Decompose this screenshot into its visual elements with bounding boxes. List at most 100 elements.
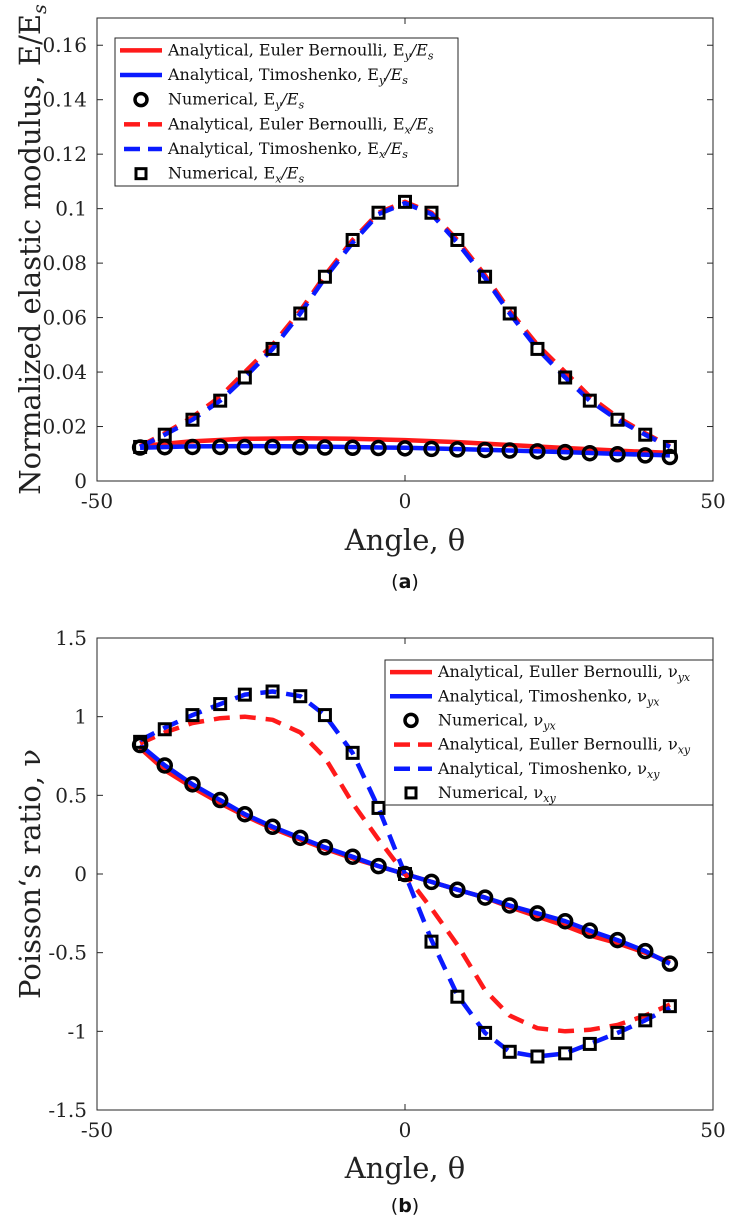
data-point-square xyxy=(558,370,573,385)
x-tick-label: 0 xyxy=(399,489,412,513)
x-tick-label: -50 xyxy=(81,489,113,513)
y-tick-label: 0.06 xyxy=(42,306,87,330)
legend: Analytical, Euller Bernoulli, νyxAnalyti… xyxy=(384,659,714,806)
legend-entry-label: Analytical, Euler Bernoulli, Ey/Es xyxy=(167,40,434,62)
data-point-circle xyxy=(184,438,201,456)
y-axis-label-b: Poisson‘s ratio, ν xyxy=(13,749,47,999)
data-point-circle xyxy=(501,442,518,459)
data-point-circle xyxy=(236,438,254,456)
data-point-circle xyxy=(292,438,309,456)
data-point-square xyxy=(133,734,148,749)
data-point-square xyxy=(265,341,280,356)
data-point-circle xyxy=(529,443,546,460)
chart-b: -50 0 50 -1.5 -1 -0.5 0 0.5 1 1.5 Analytical, Eull… xyxy=(13,626,726,1217)
caption-b: (b) xyxy=(391,1195,419,1217)
data-point-circle xyxy=(264,818,281,836)
legend-entry-label: Numerical, Ey/Es xyxy=(168,90,304,112)
data-point-circle xyxy=(370,439,387,457)
series-line-dashed xyxy=(139,199,671,449)
data-point-circle xyxy=(396,440,414,457)
data-point-circle xyxy=(661,955,679,972)
data-point-square xyxy=(371,205,386,220)
data-point-circle xyxy=(184,776,201,793)
series-line-dashed xyxy=(139,714,671,1034)
legend-entry-label: Numerical, Ex/Es xyxy=(168,164,304,186)
y-axis-label-a: Normalized elastic modulus, E/Es xyxy=(13,4,51,495)
data-point-square xyxy=(582,393,597,408)
legend-entry-label: Numerical, νxy xyxy=(438,783,556,805)
legend-entry-label: Analytical, Timoshenko, Ey/Es xyxy=(167,65,408,87)
data-point-square xyxy=(293,306,308,321)
data-point-circle xyxy=(661,448,679,466)
data-point-circle xyxy=(156,757,174,774)
data-point-circle xyxy=(264,438,281,456)
caption-a: (a) xyxy=(391,571,419,593)
data-point-square xyxy=(265,684,280,699)
data-point-circle xyxy=(581,444,599,462)
data-point-square xyxy=(610,1025,625,1040)
y-tick-label: 0 xyxy=(74,469,87,493)
legend-entry-label: Analytical, Timoshenko, νyx xyxy=(437,686,660,708)
data-point-square xyxy=(185,412,200,427)
data-point-circle xyxy=(449,441,466,458)
data-point-square xyxy=(398,867,412,881)
data-point-square xyxy=(345,232,360,247)
legend-entry-label: Analytical, Euler Bernoulli, Ex/Es xyxy=(167,114,434,136)
data-point-square xyxy=(424,205,439,220)
y-tick-label: 0.02 xyxy=(42,415,87,439)
y-tick-label: 0.08 xyxy=(42,251,87,275)
data-point-circle xyxy=(636,447,654,464)
data-point-circle xyxy=(501,897,518,914)
y-tick-label: 0.16 xyxy=(42,33,87,57)
y-tick-label: 0.12 xyxy=(42,142,87,166)
data-point-circle xyxy=(581,922,599,939)
y-tick-label: 0.5 xyxy=(55,783,87,807)
series-line-dashed xyxy=(139,200,671,450)
legend-entry-label: Analytical, Timoshenko, νxy xyxy=(437,759,660,781)
data-point-square xyxy=(424,934,439,949)
data-point-square xyxy=(237,687,252,702)
data-point-square xyxy=(293,689,308,704)
data-point-circle xyxy=(423,440,440,458)
x-tick-label: 50 xyxy=(700,489,725,513)
y-tick-label: 0.1 xyxy=(55,197,87,221)
data-point-square xyxy=(398,194,412,209)
y-tick-label: 0.04 xyxy=(42,360,87,384)
data-point-circle xyxy=(556,443,574,461)
y-tick-label: -0.5 xyxy=(48,941,87,965)
plot-area-b: -50 0 50 -1.5 -1 -0.5 0 0.5 1 1.5 Analytical, Eull… xyxy=(48,626,725,1142)
data-point-square xyxy=(610,412,625,427)
data-point-circle xyxy=(344,439,361,457)
data-point-square xyxy=(478,269,493,284)
data-point-square xyxy=(662,439,677,454)
data-point-circle xyxy=(370,857,387,875)
y-tick-label: 0.14 xyxy=(42,88,87,112)
legend-key-square xyxy=(134,167,148,181)
data-point-circle xyxy=(476,441,494,459)
legend-entry-label: Analytical, Euller Bernoulli, νxy xyxy=(437,735,691,757)
data-point-square xyxy=(237,370,252,385)
data-point-circle xyxy=(292,829,309,847)
x-axis-label-b: Angle, θ xyxy=(344,1151,466,1185)
data-point-square xyxy=(133,439,148,454)
data-point-circle xyxy=(344,848,361,865)
legend-box xyxy=(114,37,459,187)
x-tick-label: 50 xyxy=(700,1118,725,1142)
data-point-square xyxy=(638,427,653,442)
data-point-circle xyxy=(211,438,229,456)
data-point-circle xyxy=(423,873,440,891)
data-point-square xyxy=(662,999,677,1014)
y-tick-label: 1 xyxy=(74,705,87,729)
data-point-circle xyxy=(316,439,334,456)
data-point-square xyxy=(157,427,172,442)
data-point-square xyxy=(530,1049,545,1064)
data-point-square xyxy=(478,1025,493,1040)
x-tick-label: -50 xyxy=(81,1118,113,1142)
data-point-square xyxy=(213,393,228,408)
legend-key-circle xyxy=(133,91,149,108)
legend-key-square xyxy=(404,786,418,800)
data-point-circle xyxy=(609,931,626,949)
